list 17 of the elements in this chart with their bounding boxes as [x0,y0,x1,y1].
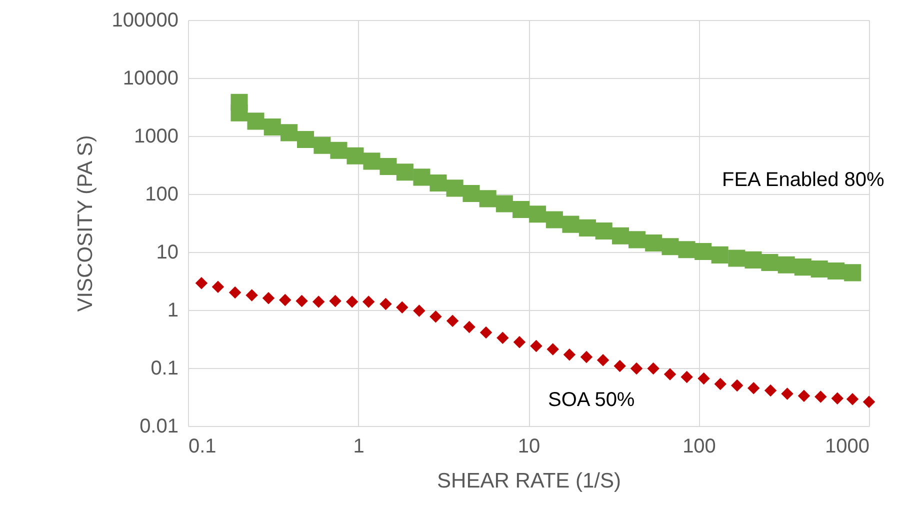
x-tick-label: 10 [518,436,540,458]
x-tick-label: 1 [353,436,364,458]
y-tick-label: 10 [156,242,178,264]
x-tick-label: 0.1 [188,436,216,458]
y-tick-label: 10000 [122,68,178,90]
x-tick-label: 100 [682,436,716,458]
y-tick-label: 0.01 [140,416,178,438]
y-tick-label: 0.1 [150,358,178,380]
y-tick-label: 100 [145,184,178,206]
y-tick-label: 1000 [134,126,178,148]
y-tick-label: 1 [167,300,178,322]
x-tick-label: 1000 [825,436,870,458]
text: FEA Enabled 80% [722,169,885,191]
series-label: SOA 50% [548,389,635,411]
x-axis-title: SHEAR RATE (1/S) [437,470,621,492]
y-axis-title: VISCOSITY (PA S) [74,135,97,312]
y-tick-label: 100000 [112,10,178,32]
